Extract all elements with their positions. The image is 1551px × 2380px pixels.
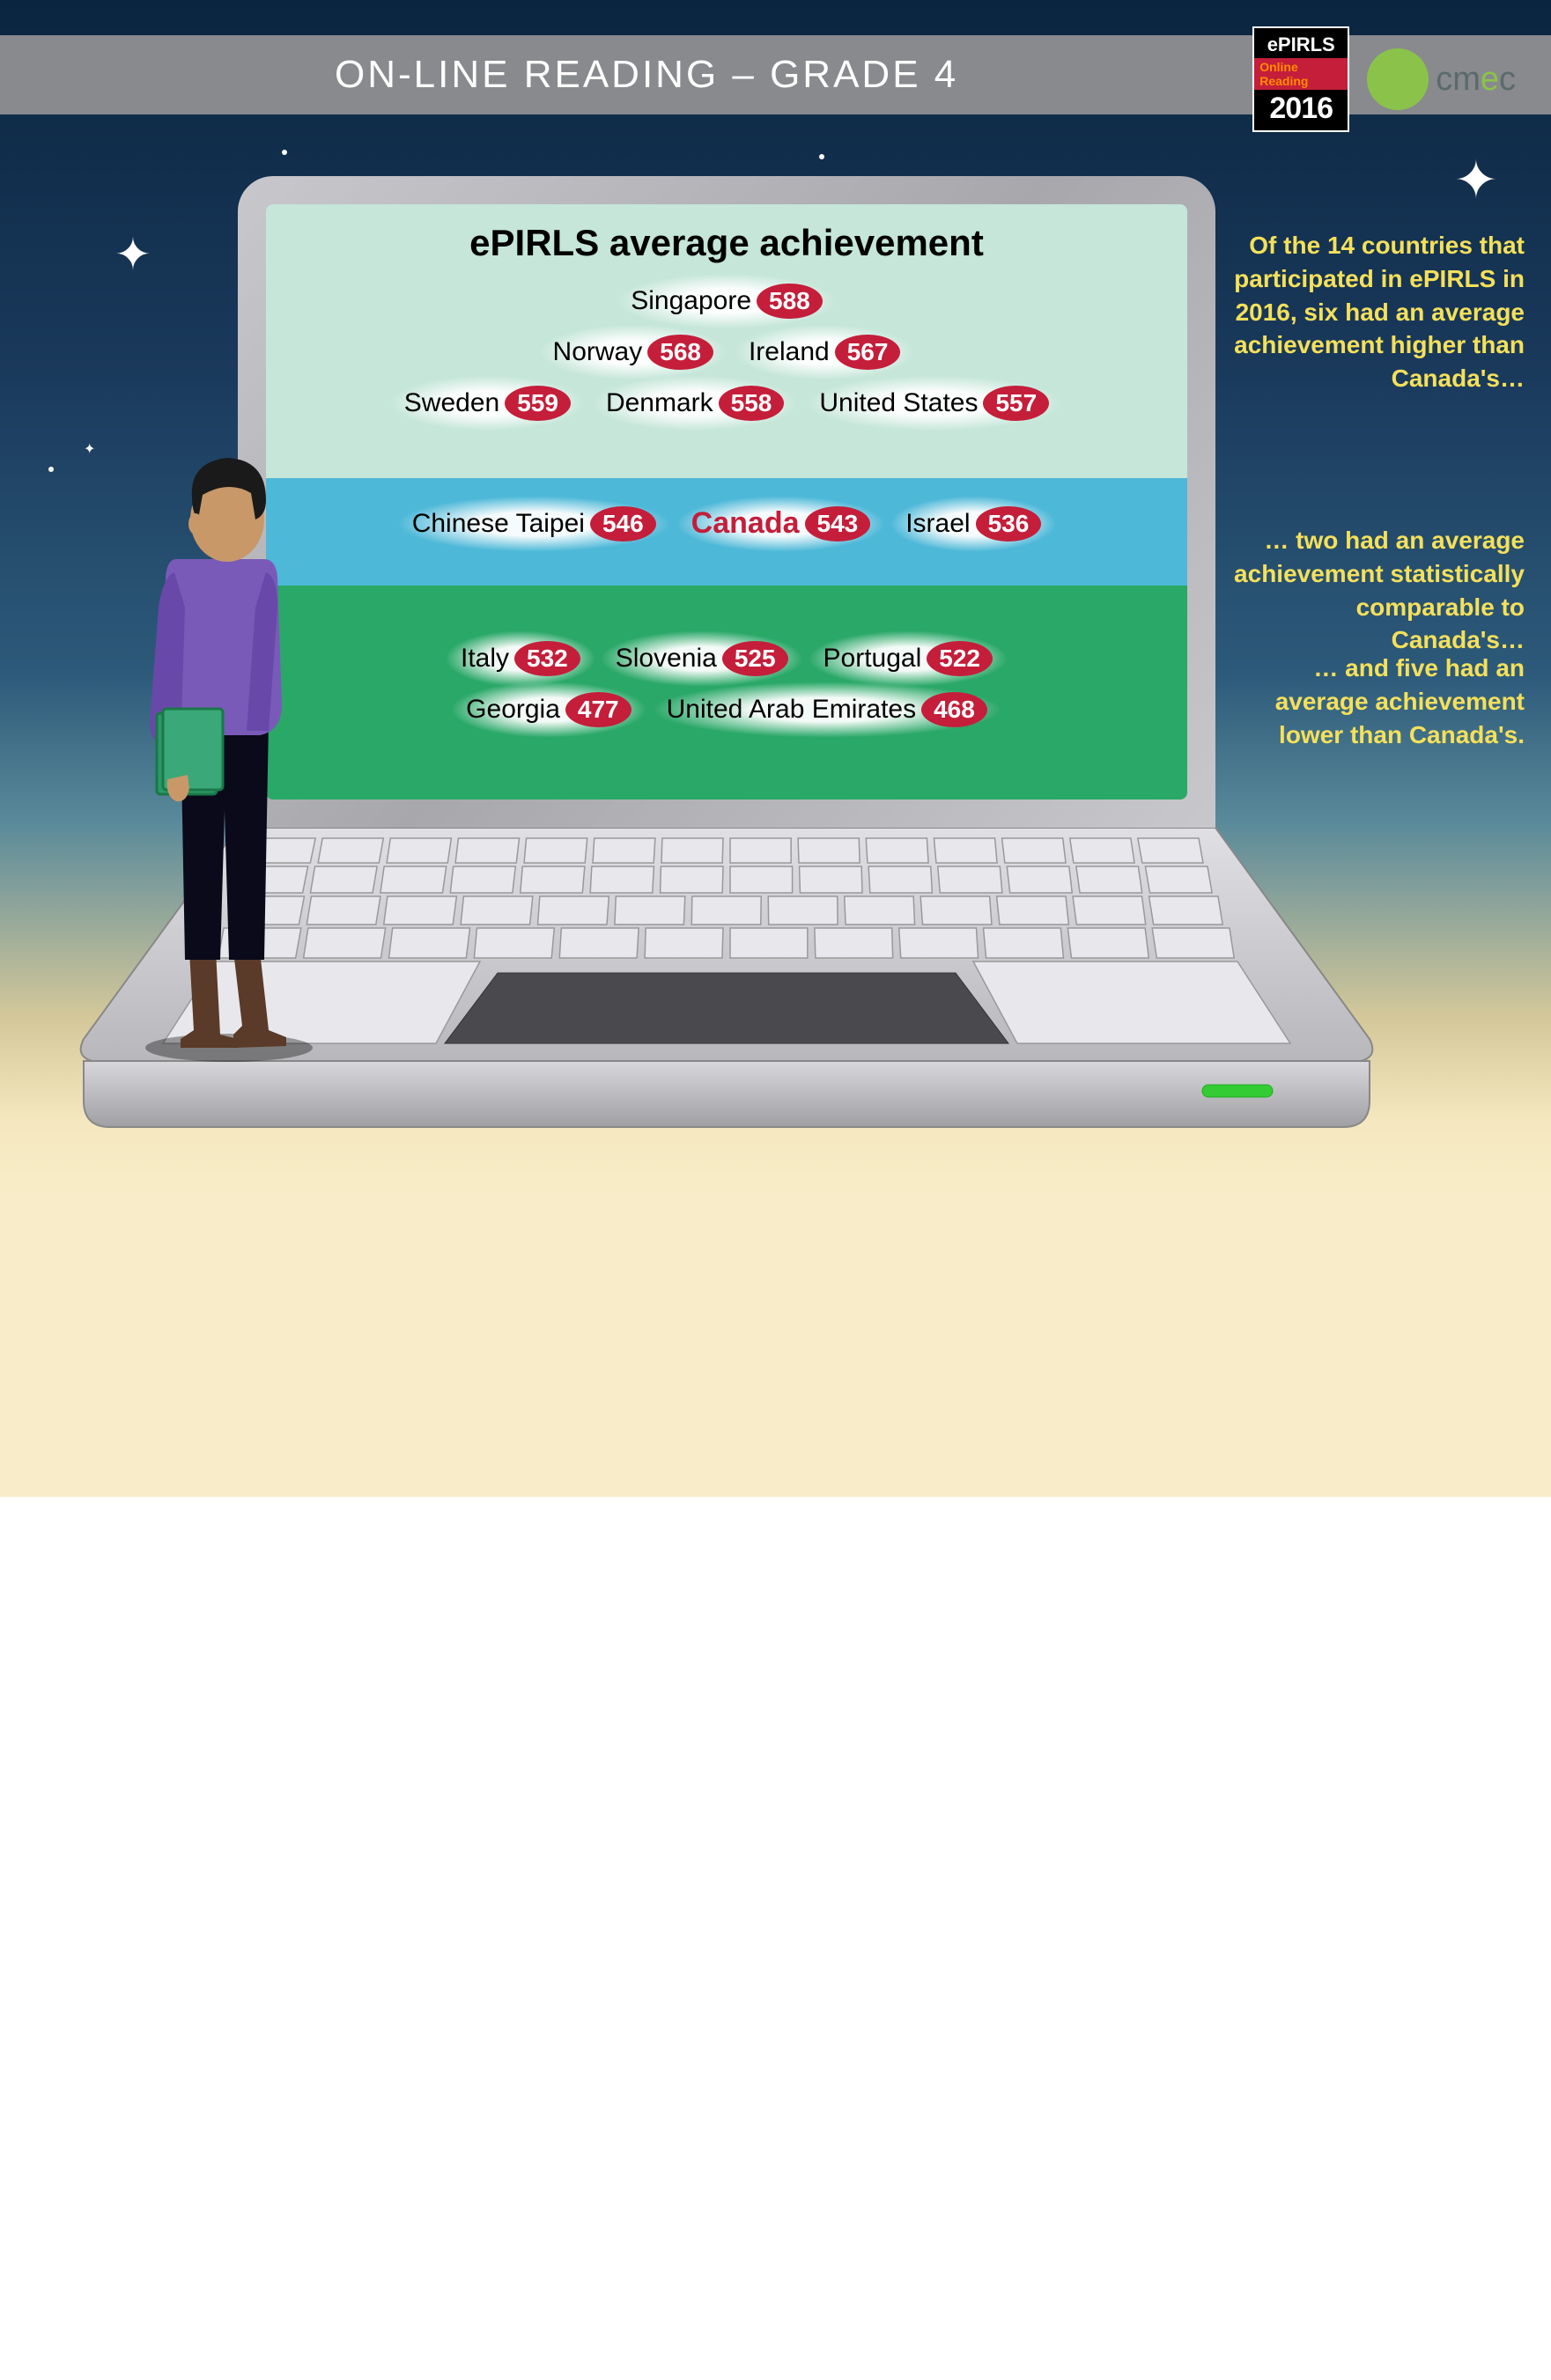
chart-row: Singapore588 xyxy=(404,284,1049,319)
chart-item: Norway568 xyxy=(553,335,713,370)
score-pill: 559 xyxy=(505,386,571,421)
laptop-illustration: ePIRLS average achievement Singapore588 N… xyxy=(238,176,1215,1145)
score-pill: 568 xyxy=(647,335,713,370)
score-pill: 468 xyxy=(921,692,987,727)
epirls-logo-year: 2016 xyxy=(1269,92,1333,126)
logos: ePIRLS Online Reading 2016 cmec xyxy=(1252,26,1516,132)
country-label: Denmark xyxy=(606,388,713,418)
country-label: Israel xyxy=(905,509,970,539)
chart-item: Canada543 xyxy=(691,506,871,542)
chart-item: Denmark558 xyxy=(606,386,784,421)
infographic-container: ON-LINE READING – GRADE 4 ePIRLS Online … xyxy=(0,0,1551,1497)
score-pill: 536 xyxy=(976,506,1042,542)
chart-item: Chinese Taipei546 xyxy=(412,506,656,542)
chart-row: Chinese Taipei546 Canada543 Israel536 xyxy=(412,506,1042,542)
country-label: United States xyxy=(819,388,978,418)
chart-item: Ireland567 xyxy=(749,335,900,370)
epirls-logo: ePIRLS Online Reading 2016 xyxy=(1252,26,1349,132)
country-label: Singapore xyxy=(631,286,751,316)
chart-section-high: ePIRLS average achievement Singapore588 N… xyxy=(266,204,1187,478)
chart-item: Slovenia525 xyxy=(616,641,788,676)
chart-item: Singapore588 xyxy=(631,284,823,319)
cmec-text: cmec xyxy=(1436,61,1516,99)
country-label: Norway xyxy=(553,337,643,367)
country-label: United Arab Emirates xyxy=(667,695,916,725)
page-title: ON-LINE READING – GRADE 4 xyxy=(335,53,958,97)
sidebar-caption-high: Of the 14 countries that participated in… xyxy=(1216,229,1525,395)
star-dot xyxy=(282,150,287,155)
power-led-icon xyxy=(1202,1085,1273,1097)
chart-item: Portugal522 xyxy=(824,641,993,676)
chart-item: Sweden559 xyxy=(404,386,571,421)
score-pill: 567 xyxy=(835,335,901,370)
chart-row: Sweden559 Denmark558 United States557 xyxy=(404,386,1049,421)
chart-row: Norway568 Ireland567 xyxy=(404,335,1049,370)
trackpad xyxy=(445,973,1008,1043)
score-pill: 525 xyxy=(722,641,788,676)
chart-section-low: Italy532 Slovenia525 Portugal522 Georgia477… xyxy=(266,586,1187,799)
chart-item: Israel536 xyxy=(905,506,1041,542)
laptop-screen: ePIRLS average achievement Singapore588 N… xyxy=(266,204,1187,799)
star-icon: ✦ xyxy=(114,229,151,280)
country-label: Canada xyxy=(691,506,800,541)
chart-item: United States557 xyxy=(819,386,1049,421)
star-icon: ✦ xyxy=(1454,150,1498,211)
star-icon: ✦ xyxy=(84,440,95,458)
country-label: Ireland xyxy=(749,337,830,367)
score-pill: 546 xyxy=(590,506,656,542)
score-pill: 557 xyxy=(983,386,1049,421)
cmec-leaf-icon xyxy=(1367,48,1429,110)
epirls-logo-top: ePIRLS xyxy=(1267,33,1335,56)
sidebar-caption-low: … and five had an average achievement lo… xyxy=(1216,652,1525,751)
score-pill: 588 xyxy=(757,284,823,319)
country-label: Italy xyxy=(461,644,509,674)
country-label: Sweden xyxy=(404,388,499,418)
country-label: Portugal xyxy=(824,644,922,674)
laptop-screen-bezel: ePIRLS average achievement Singapore588 N… xyxy=(238,176,1215,828)
chart-item: Italy532 xyxy=(461,641,580,676)
score-pill: 543 xyxy=(805,506,871,542)
chart-row: Georgia477 United Arab Emirates468 xyxy=(461,692,993,727)
person-illustration xyxy=(114,431,317,1065)
chart-title: ePIRLS average achievement xyxy=(469,222,984,264)
star-dot xyxy=(48,467,54,472)
country-label: Slovenia xyxy=(616,644,717,674)
chart-row: Italy532 Slovenia525 Portugal522 xyxy=(461,641,993,676)
country-label: Georgia xyxy=(466,695,560,725)
country-label: Chinese Taipei xyxy=(412,509,585,539)
score-pill: 532 xyxy=(514,641,580,676)
epirls-logo-mid: Online Reading xyxy=(1254,58,1348,90)
chart-item: United Arab Emirates468 xyxy=(667,692,987,727)
chart-section-mid: Chinese Taipei546 Canada543 Israel536 xyxy=(266,478,1187,586)
chart-item: Georgia477 xyxy=(466,692,631,727)
score-pill: 477 xyxy=(565,692,631,727)
score-pill: 558 xyxy=(719,386,785,421)
sidebar-caption-mid: … two had an average achievement statist… xyxy=(1216,524,1525,657)
star-dot xyxy=(819,154,824,159)
cmec-logo: cmec xyxy=(1367,48,1516,110)
